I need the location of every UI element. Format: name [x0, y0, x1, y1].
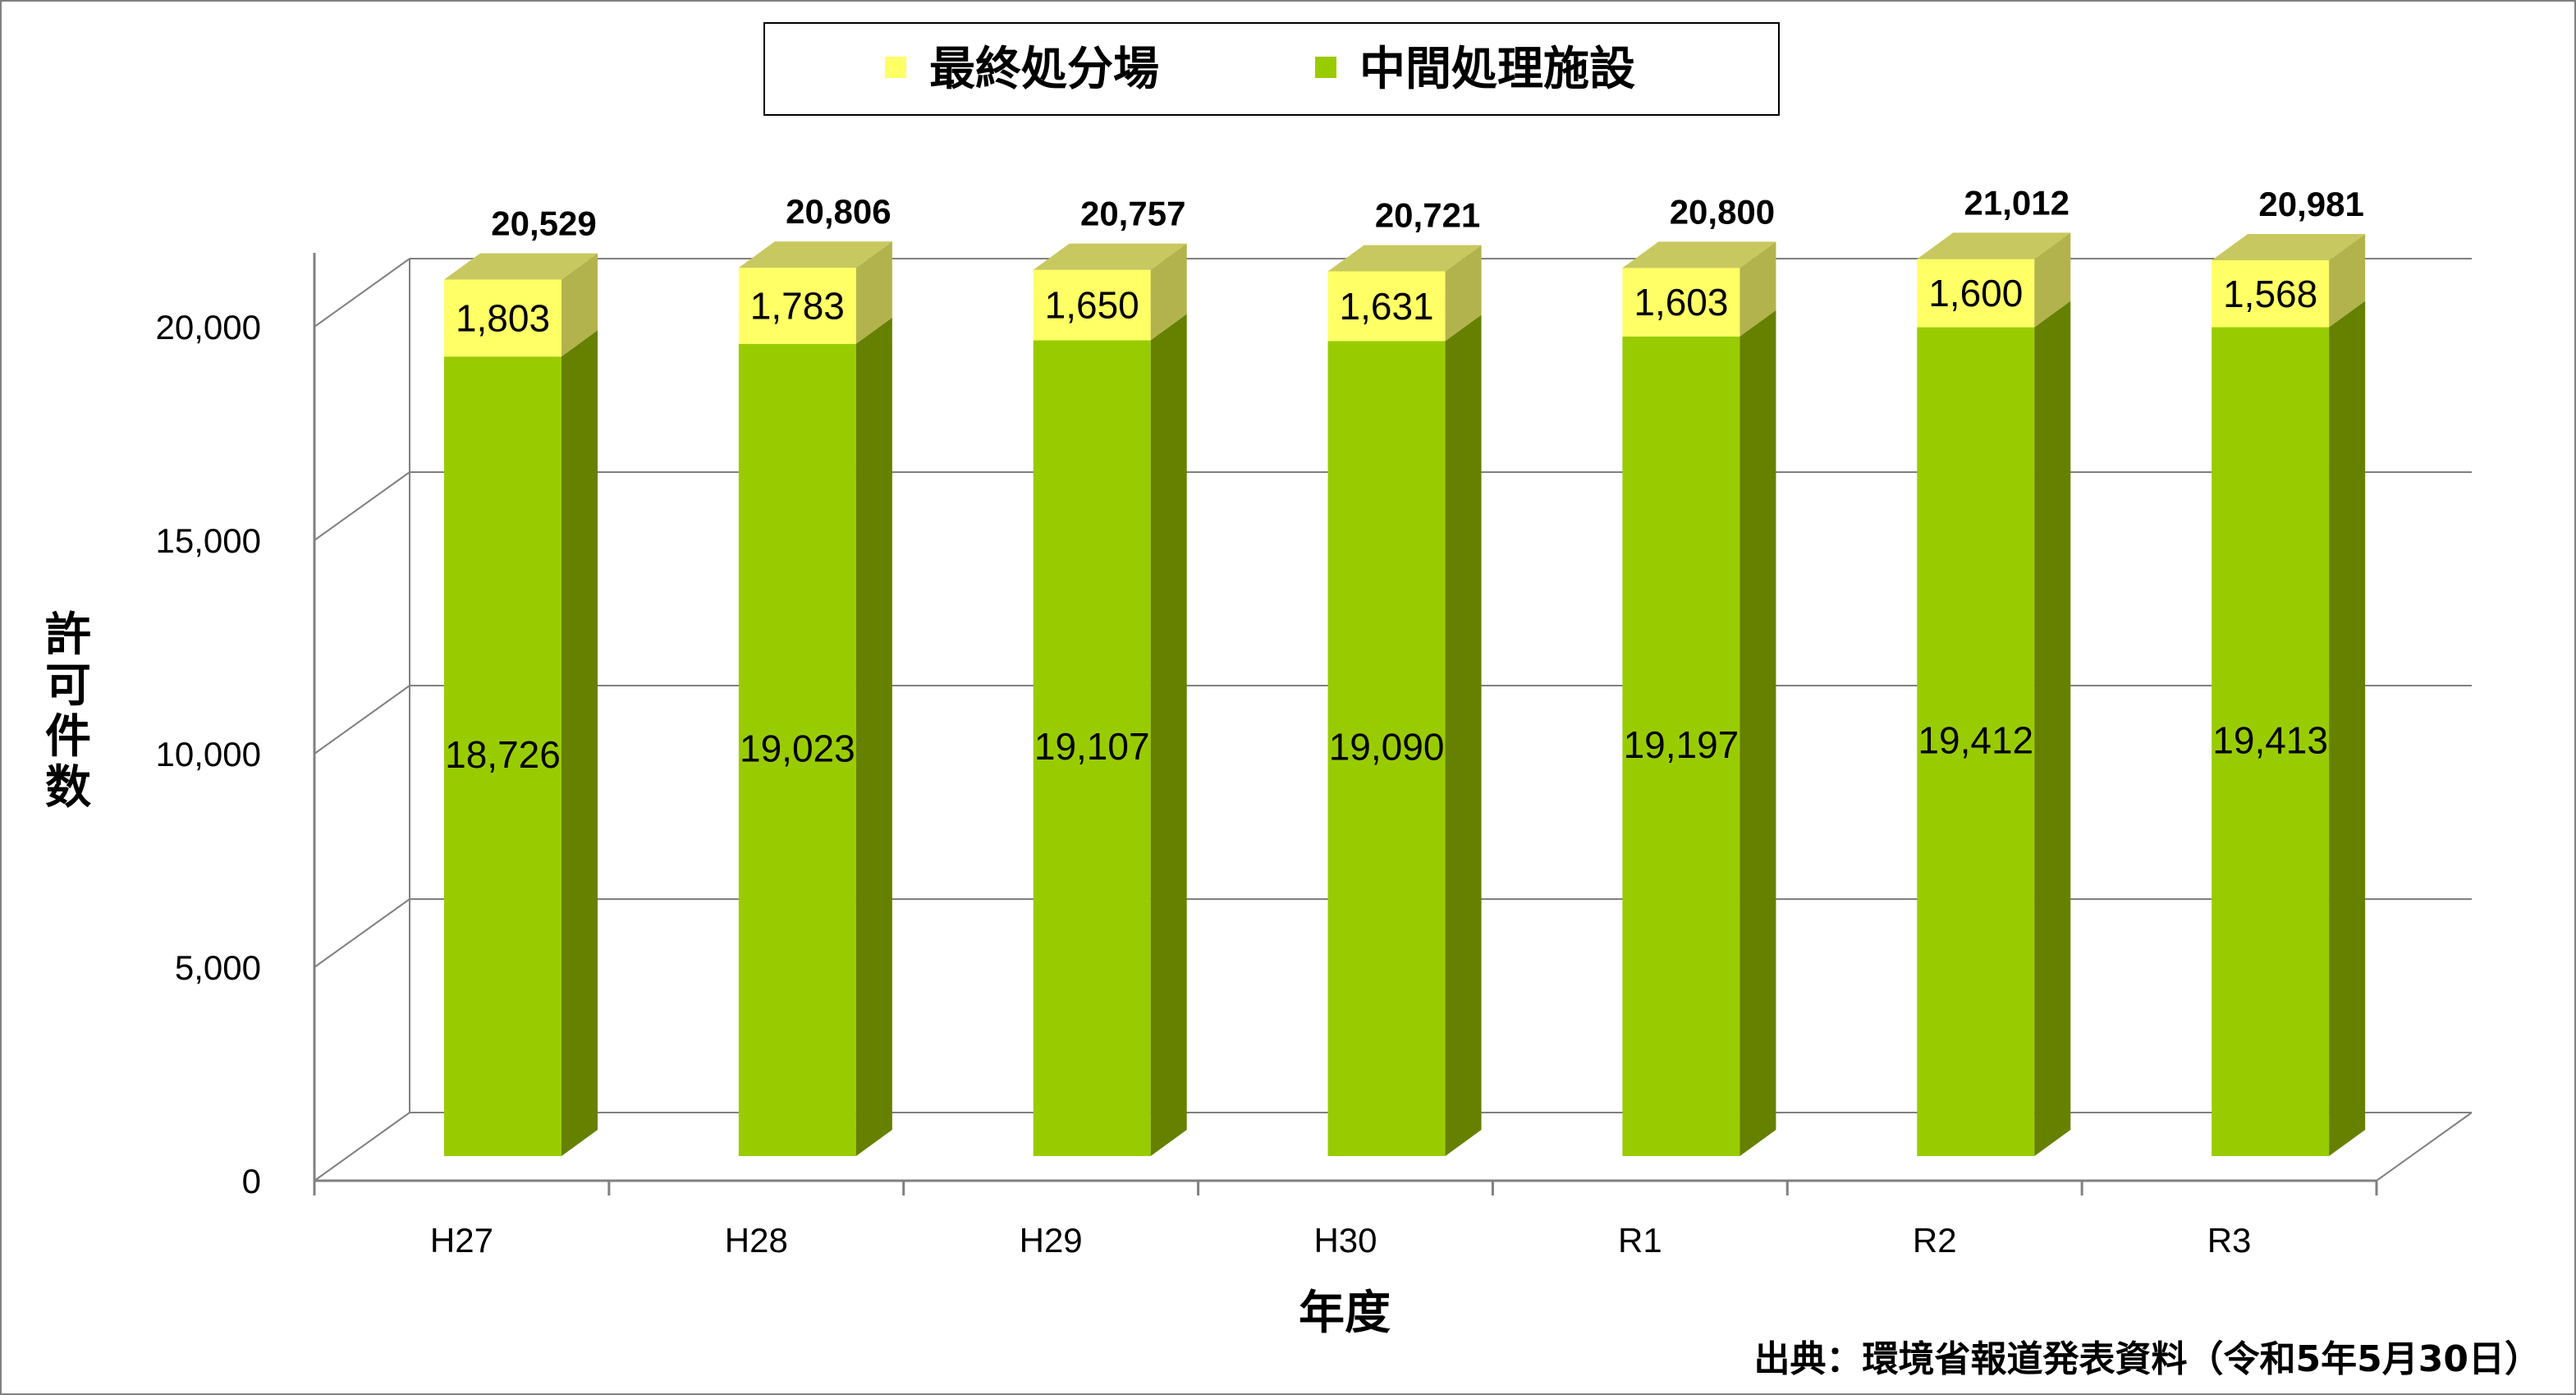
grid-diagonal: [314, 898, 410, 968]
bar-segment-intermediate: [1622, 336, 1740, 1157]
segment-label-intermediate: 18,726: [445, 733, 561, 776]
legend: 最終処分場 中間処理施設: [763, 22, 1780, 116]
segment-label-final-disposal: 1,650: [1045, 284, 1139, 327]
segment-label-final-disposal: 1,631: [1340, 285, 1434, 328]
bar-segment-intermediate: [2212, 327, 2330, 1156]
bar-side-intermediate: [561, 330, 598, 1156]
bar-group-H30: [1327, 245, 1482, 1156]
total-label: 20,806: [786, 192, 891, 231]
segment-label-final-disposal: 1,783: [750, 284, 845, 327]
segment-label-intermediate: 19,023: [740, 727, 855, 769]
bar-segment-final-disposal: [2212, 259, 2330, 328]
segment-label-intermediate: 19,090: [1329, 726, 1445, 769]
bar-group-H28: [738, 241, 892, 1157]
x-tick-label: R2: [1913, 1221, 1957, 1260]
y-tick-label: 10,000: [156, 735, 261, 773]
grid-diagonal: [314, 685, 410, 755]
segment-label-final-disposal: 1,803: [456, 296, 550, 339]
legend-swatch-final-disposal: [885, 57, 906, 78]
bar-group-R1: [1622, 241, 1776, 1157]
bar-group-H27: [444, 253, 598, 1156]
bar-side-final-disposal: [1445, 245, 1482, 342]
x-tick-label: H28: [725, 1221, 788, 1260]
y-tick-label: 15,000: [156, 521, 261, 560]
grid-diagonal: [314, 1112, 410, 1182]
bar-side-intermediate: [1739, 310, 1776, 1157]
bar-segment-intermediate: [444, 356, 561, 1156]
data-labels: 18,726 1,803 20,529 19,023 1,783 20,806 19,107…: [445, 183, 2364, 776]
bar-side-final-disposal: [2329, 233, 2366, 328]
bar-side-final-disposal: [561, 253, 598, 357]
floor-edge: [2376, 1112, 2473, 1182]
bar-top-face: [1033, 243, 1187, 270]
grid-diagonal: [314, 471, 410, 541]
bar-segment-final-disposal: [1033, 269, 1151, 341]
x-axis-title: 年度: [1299, 1287, 1391, 1340]
total-label: 20,721: [1375, 196, 1480, 235]
bar-side-intermediate: [2034, 301, 2071, 1157]
segment-label-intermediate: 19,413: [2212, 718, 2328, 761]
segment-label-intermediate: 19,197: [1624, 723, 1739, 766]
bar-side-final-disposal: [2034, 232, 2071, 328]
axes: 0 5,000 10,000 15,000 20,000 H27 H28 H29 H30 R1 R2…: [156, 253, 2473, 1260]
bar-segment-final-disposal: [1622, 268, 1740, 337]
segment-label-final-disposal: 1,600: [1928, 272, 2023, 314]
y-tick-label: 0: [242, 1162, 261, 1200]
legend-swatch-intermediate: [1315, 57, 1336, 78]
bar-segment-intermediate: [1917, 327, 2035, 1156]
bar-top-face: [1327, 245, 1482, 272]
legend-label-intermediate: 中間処理施設: [1359, 43, 1635, 96]
legend-label-final-disposal: 最終処分場: [929, 43, 1159, 96]
total-label: 20,981: [2258, 185, 2363, 223]
bar-side-intermediate: [2329, 301, 2366, 1157]
total-label: 21,012: [1964, 183, 2070, 222]
bars: [444, 232, 2366, 1157]
bar-segment-intermediate: [738, 343, 856, 1157]
bar-side-final-disposal: [1739, 241, 1776, 337]
bar-segment-intermediate: [1327, 341, 1446, 1156]
bar-side-intermediate: [855, 317, 892, 1157]
bar-top-face: [1622, 241, 1776, 268]
y-axis-title-char: 数: [45, 761, 91, 815]
total-label: 20,757: [1080, 195, 1185, 233]
segment-label-intermediate: 19,107: [1034, 725, 1150, 768]
bar-segment-intermediate: [1033, 340, 1151, 1156]
bar-top-face: [444, 253, 598, 280]
y-axis-title-char: 件: [45, 710, 91, 764]
bar-side-final-disposal: [855, 241, 892, 344]
y-tick-label: 20,000: [156, 308, 261, 346]
source-note: 出典：環境省報道発表資料（令和5年5月30日）: [1754, 1338, 2541, 1380]
y-axis-title-char: 可: [45, 659, 91, 713]
bar-segment-final-disposal: [738, 268, 856, 344]
segment-label-final-disposal: 1,603: [1634, 281, 1728, 324]
x-tick-label: R3: [2207, 1221, 2252, 1260]
segment-label-final-disposal: 1,568: [2223, 273, 2317, 315]
segment-label-intermediate: 19,412: [1918, 718, 2033, 761]
total-label: 20,800: [1670, 192, 1775, 231]
x-tick-label: R1: [1618, 1221, 1662, 1260]
bar-top-face: [738, 241, 892, 268]
bar-segment-final-disposal: [1917, 259, 2035, 328]
x-tick-label: H29: [1020, 1221, 1083, 1260]
bar-side-final-disposal: [1150, 243, 1187, 341]
y-tick-label: 5,000: [175, 948, 261, 987]
bar-top-face: [1917, 232, 2071, 259]
y-axis-title-char: 許: [45, 608, 91, 662]
bar-segment-final-disposal: [1327, 271, 1446, 342]
bar-group-R2: [1917, 232, 2071, 1157]
bar-side-intermediate: [1445, 314, 1482, 1156]
total-label: 20,529: [491, 204, 596, 242]
bar-segment-final-disposal: [444, 279, 561, 357]
bar-group-H29: [1033, 243, 1187, 1156]
x-tick-label: H30: [1313, 1221, 1377, 1260]
bar-group-R3: [2212, 233, 2366, 1157]
bar-top-face: [2212, 233, 2366, 260]
x-tick-label: H27: [430, 1221, 493, 1260]
grid-diagonal: [314, 258, 410, 328]
bar-side-intermediate: [1150, 314, 1187, 1156]
